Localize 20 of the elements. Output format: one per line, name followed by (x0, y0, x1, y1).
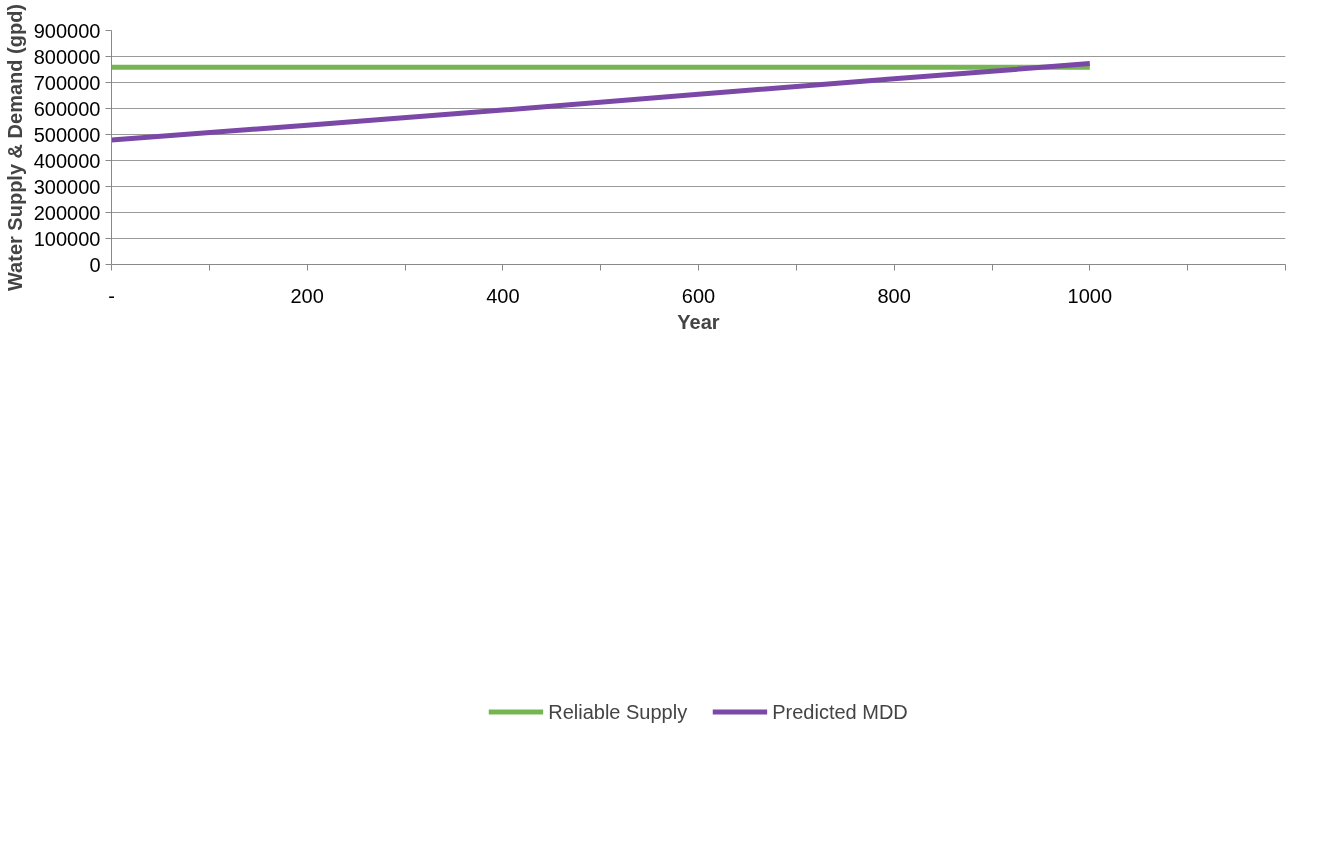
x-tick-label: 400 (486, 284, 520, 307)
legend-label: Predicted MDD (772, 700, 908, 724)
y-tick-label: 500000 (33, 123, 101, 146)
y-tick-label: 0 (89, 253, 101, 276)
y-tick-label: 300000 (33, 175, 101, 198)
x-tick-label: 1000 (1067, 284, 1113, 307)
y-tick-label: 700000 (33, 71, 101, 94)
x-tick-label: 800 (877, 284, 911, 307)
legend-label: Reliable Supply (548, 700, 688, 724)
y-tick-label: 400000 (33, 149, 101, 172)
y-tick-label: 100000 (33, 227, 101, 250)
x-tick-label: 600 (681, 284, 716, 307)
x-tick-label: - (108, 284, 115, 307)
x-tick-label: 200 (290, 284, 324, 307)
y-tick-label: 800000 (33, 45, 101, 68)
y-axis-title: Water Supply & Demand (gpd) (3, 3, 26, 292)
x-axis-title: Year (677, 310, 720, 333)
y-tick-label: 900000 (33, 19, 101, 42)
y-tick-label: 200000 (33, 201, 101, 224)
y-tick-label: 600000 (33, 97, 101, 120)
